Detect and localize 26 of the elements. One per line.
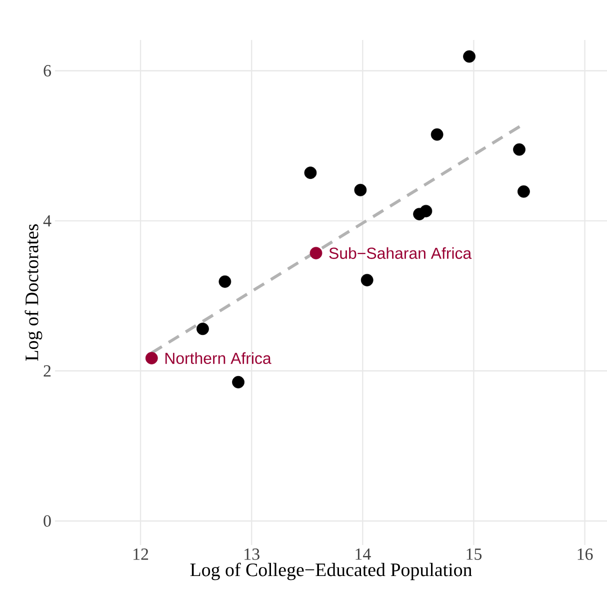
point: [513, 143, 526, 156]
x-tick-label: 15: [466, 548, 482, 560]
point: [232, 376, 244, 388]
point: [518, 185, 530, 198]
point: [430, 128, 444, 141]
point: [463, 50, 476, 63]
y-tick-label: 4: [43, 215, 52, 226]
y-tick-label: 6: [44, 65, 51, 76]
x-tick-label: 16: [578, 548, 593, 560]
point: [196, 322, 209, 336]
annotation: Sub−Saharan Africa: [329, 247, 472, 259]
point: [304, 166, 317, 179]
point: [354, 184, 367, 196]
x-tick-label: 12: [134, 548, 148, 560]
point: [420, 204, 432, 218]
x-axis-title: Log of College−Educated Population: [190, 562, 472, 580]
y-tick-label: 2: [44, 365, 51, 377]
y-axis-title: Log of Doctorates: [24, 224, 42, 361]
point: [218, 275, 232, 288]
annotation: Northern Africa: [165, 352, 272, 364]
x-tick-label: 14: [356, 548, 371, 560]
point: [360, 274, 374, 286]
point: [310, 246, 322, 260]
x-tick-label: 13: [244, 548, 260, 560]
y-tick-label: 0: [44, 515, 51, 527]
point: [145, 352, 158, 364]
